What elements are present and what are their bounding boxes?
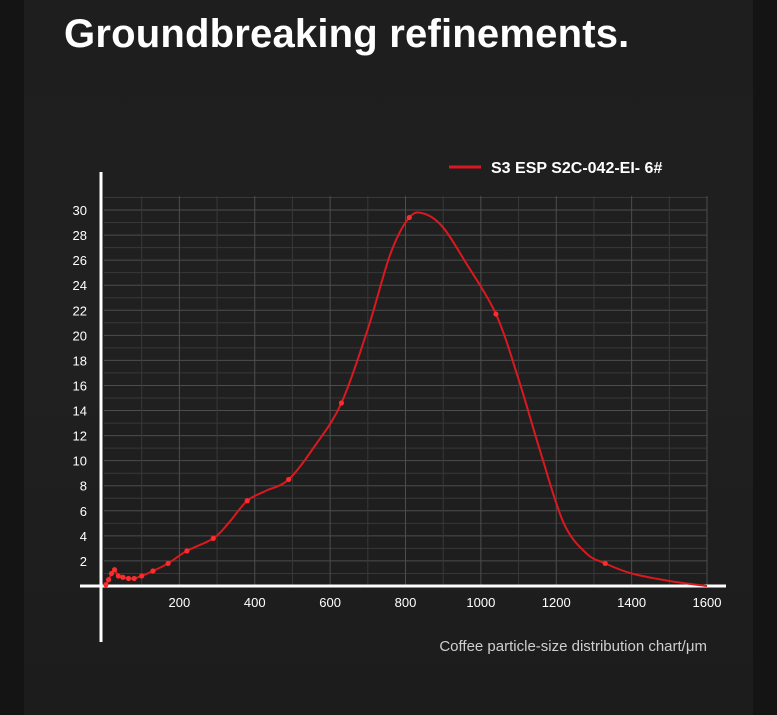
y-tick-label: 22 — [73, 303, 87, 318]
y-tick-label: 16 — [73, 378, 87, 393]
data-point — [602, 560, 608, 567]
y-tick-label: 18 — [73, 353, 87, 368]
data-point — [210, 535, 216, 541]
data-point — [286, 476, 292, 483]
y-tick-label: 30 — [73, 203, 87, 218]
data-point — [165, 560, 171, 567]
data-point — [108, 570, 115, 577]
x-tick-label: 1000 — [466, 595, 495, 610]
data-point — [150, 568, 156, 574]
x-tick-label: 1200 — [542, 595, 571, 610]
data-point — [115, 573, 121, 579]
page-title: Groundbreaking refinements. — [64, 12, 630, 56]
data-point — [139, 573, 145, 579]
legend-label: S3 ESP S2C-042-EI- 6# — [491, 160, 662, 177]
y-tick-label: 26 — [73, 253, 87, 268]
x-tick-label: 200 — [169, 595, 191, 610]
y-tick-label: 28 — [73, 228, 87, 243]
x-tick-labels: 200 400 600 800 1000 1200 1400 1600 — [169, 595, 722, 610]
y-tick-label: 8 — [80, 479, 87, 494]
y-tick-label: 14 — [73, 404, 87, 419]
x-tick-label: 1600 — [693, 595, 722, 610]
series-line — [104, 211, 708, 587]
series — [103, 211, 708, 588]
data-point — [131, 575, 137, 582]
data-point — [103, 582, 109, 588]
grid — [104, 196, 708, 586]
data-point — [111, 567, 118, 573]
data-point — [184, 548, 190, 554]
y-tick-label: 2 — [80, 554, 87, 569]
data-point — [244, 498, 250, 504]
left-edge — [0, 0, 24, 715]
x-tick-label: 800 — [395, 595, 417, 610]
data-point — [105, 577, 112, 583]
data-point — [493, 311, 499, 317]
y-tick-label: 6 — [80, 504, 87, 519]
data-point — [406, 214, 412, 221]
y-tick-label: 4 — [80, 529, 87, 544]
right-edge — [753, 0, 777, 715]
axes — [80, 172, 726, 642]
x-axis-label: Coffee particle-size distribution chart/… — [439, 638, 707, 655]
data-point — [125, 575, 132, 582]
x-tick-label: 400 — [244, 595, 266, 610]
data-point — [120, 574, 126, 580]
legend: S3 ESP S2C-042-EI- 6# — [449, 160, 662, 177]
y-tick-label: 12 — [73, 429, 87, 444]
y-tick-label: 24 — [73, 278, 87, 293]
x-tick-label: 1400 — [617, 595, 646, 610]
x-tick-label: 600 — [319, 595, 341, 610]
data-point — [338, 400, 345, 406]
y-tick-label: 20 — [73, 328, 87, 343]
y-tick-label: 10 — [73, 454, 87, 469]
